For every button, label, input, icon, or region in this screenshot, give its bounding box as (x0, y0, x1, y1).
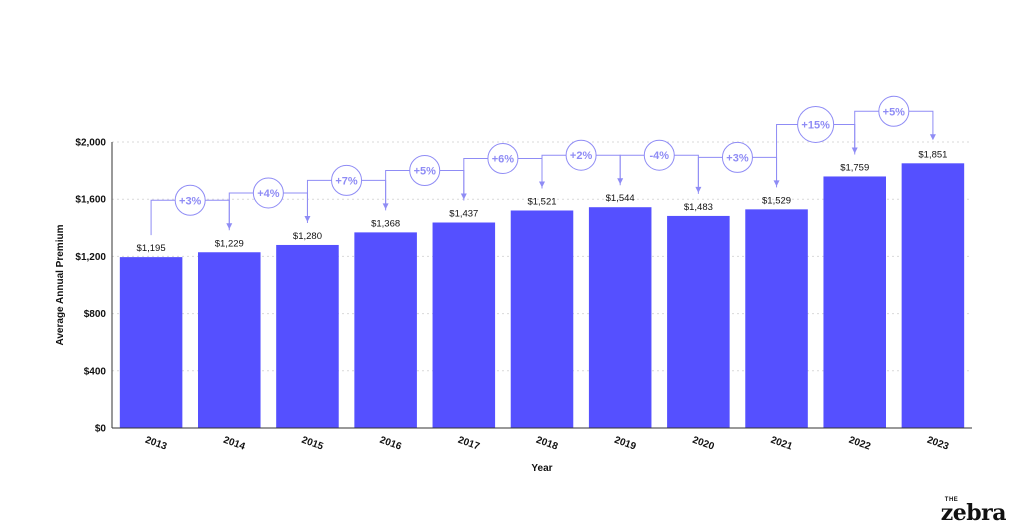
change-badge (878, 95, 910, 127)
y-axis-title: Average Annual Premium (55, 224, 66, 345)
bar-value-label: $1,851 (918, 149, 947, 160)
change-badge-label: +5% (414, 166, 437, 178)
change-connector-left (228, 192, 254, 231)
bar (432, 222, 496, 428)
change-connector-right (833, 123, 856, 151)
y-tick-label: $800 (84, 309, 107, 320)
bar-value-labels: $1,195 $1,229 $1,280 $1,368 $1,437 $1,521 $1,5… (137, 149, 948, 254)
change-connector-left (385, 170, 410, 211)
change-connector-left (463, 157, 488, 201)
bar-value-label: $1,368 (371, 218, 400, 229)
change-connector-left (854, 110, 879, 155)
x-axis-title: Year (531, 463, 552, 474)
x-tick-label: 2015 (300, 435, 325, 453)
change-badge (487, 142, 519, 174)
change-badge-label: +15% (801, 119, 830, 131)
bar-value-label: $1,483 (684, 202, 713, 213)
x-tick-label: 2023 (925, 435, 950, 453)
y-tick-label: $0 (95, 424, 107, 435)
bars (119, 163, 965, 428)
bar-value-label: $1,759 (840, 162, 869, 173)
bar-value-label: $1,529 (762, 195, 791, 206)
bar-value-label: $1,229 (215, 238, 244, 249)
change-badge-label: +2% (570, 150, 593, 162)
bar (198, 252, 261, 428)
change-badge-label: -4% (649, 150, 669, 162)
change-connector-left (619, 154, 645, 186)
bar (823, 176, 886, 428)
change-arrowhead (929, 134, 936, 141)
change-badge-label: +6% (492, 153, 515, 165)
change-badge (565, 139, 597, 171)
x-tick-label: 2022 (847, 435, 872, 453)
x-tick-label: 2019 (613, 435, 638, 453)
bar-value-label: $1,544 (606, 193, 635, 204)
change-badge (797, 105, 835, 143)
bar-value-label: $1,437 (449, 209, 478, 220)
change-badge (721, 141, 753, 173)
change-connector-right (517, 157, 543, 185)
y-tick-label: $2,000 (75, 138, 106, 149)
change-badge-label: +3% (179, 195, 202, 207)
x-tick-label: 2013 (144, 435, 169, 453)
change-connector-left (776, 123, 798, 188)
bar (901, 163, 965, 428)
change-connector-right (361, 179, 387, 207)
change-badge (643, 139, 675, 171)
change-connector-right (752, 156, 778, 184)
logo-small-text: THE (944, 497, 959, 503)
change-badge-label: +3% (726, 152, 749, 164)
x-tick-label: 2014 (222, 435, 247, 453)
change-connector-left (541, 154, 567, 189)
bar (745, 209, 808, 428)
change-connector-right (674, 154, 699, 190)
x-tick-label: 2020 (691, 435, 716, 453)
bar-value-label: $1,280 (293, 231, 322, 242)
x-tick-label: 2016 (378, 435, 403, 453)
y-tick-label: $400 (84, 366, 107, 377)
change-badge (409, 155, 441, 187)
zebra-logo: THE zebra (940, 497, 1007, 526)
change-badge (331, 164, 363, 196)
logo-wordmark: zebra (940, 500, 1007, 526)
x-tick-label: 2017 (456, 435, 481, 453)
change-connector-left (150, 199, 176, 236)
x-tick-label: 2018 (535, 435, 560, 453)
bar (276, 244, 339, 428)
bar (119, 257, 183, 428)
change-badge (174, 184, 206, 216)
bar (354, 232, 417, 428)
y-tick-label: $1,200 (75, 252, 106, 263)
change-badge (252, 177, 284, 209)
change-annotations: +3% +4% +7% +5% +6% +2% -4% +3% +15% +5% (150, 95, 936, 236)
change-badge-label: +7% (335, 175, 358, 187)
bar-value-label: $1,521 (527, 196, 556, 207)
bar-value-label: $1,195 (137, 243, 166, 254)
change-badge-label: +4% (257, 188, 280, 200)
change-connector-right (205, 199, 230, 227)
y-tick-label: $1,600 (75, 195, 106, 206)
change-connector-right (283, 192, 308, 219)
change-badge-label: +5% (883, 106, 906, 118)
change-connector-right (596, 154, 621, 182)
change-connector-left (306, 179, 332, 223)
x-tick-label: 2021 (769, 435, 794, 453)
change-connector-right (439, 170, 465, 197)
change-connector-right (908, 110, 934, 138)
bar (588, 207, 652, 428)
bar (510, 210, 574, 428)
bar (667, 215, 730, 428)
change-connector-left (697, 156, 723, 194)
